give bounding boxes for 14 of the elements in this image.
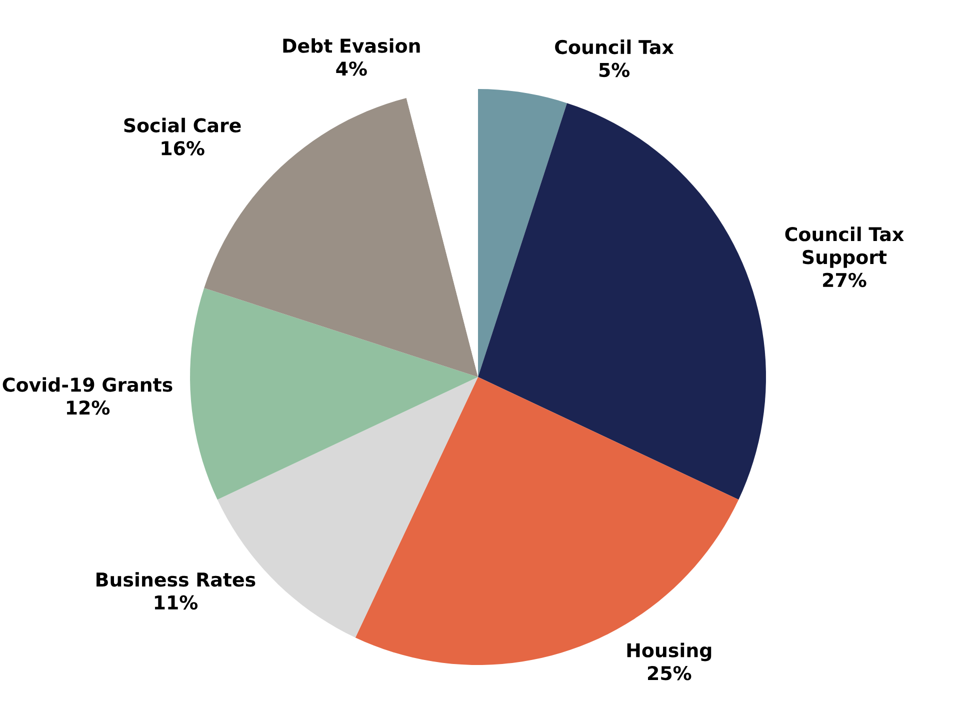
data-label: 27% <box>823 272 866 288</box>
slice-label: Social Care <box>124 118 241 132</box>
data-label: 5% <box>599 62 630 78</box>
slice-label: Council Tax Support <box>785 226 904 268</box>
slice-label: Business Rates <box>96 572 256 587</box>
slice-label: Council Tax <box>555 40 674 54</box>
data-label: 16% <box>162 141 204 156</box>
data-label: 12% <box>66 400 110 415</box>
data-label: 4% <box>336 61 367 76</box>
data-label: 25% <box>648 666 692 680</box>
slice-label: Housing <box>627 642 712 662</box>
data-label: 11% <box>154 595 198 610</box>
slice-label: Covid-19 Grants <box>2 377 172 392</box>
slice-label: Debt Evasion <box>283 38 420 53</box>
